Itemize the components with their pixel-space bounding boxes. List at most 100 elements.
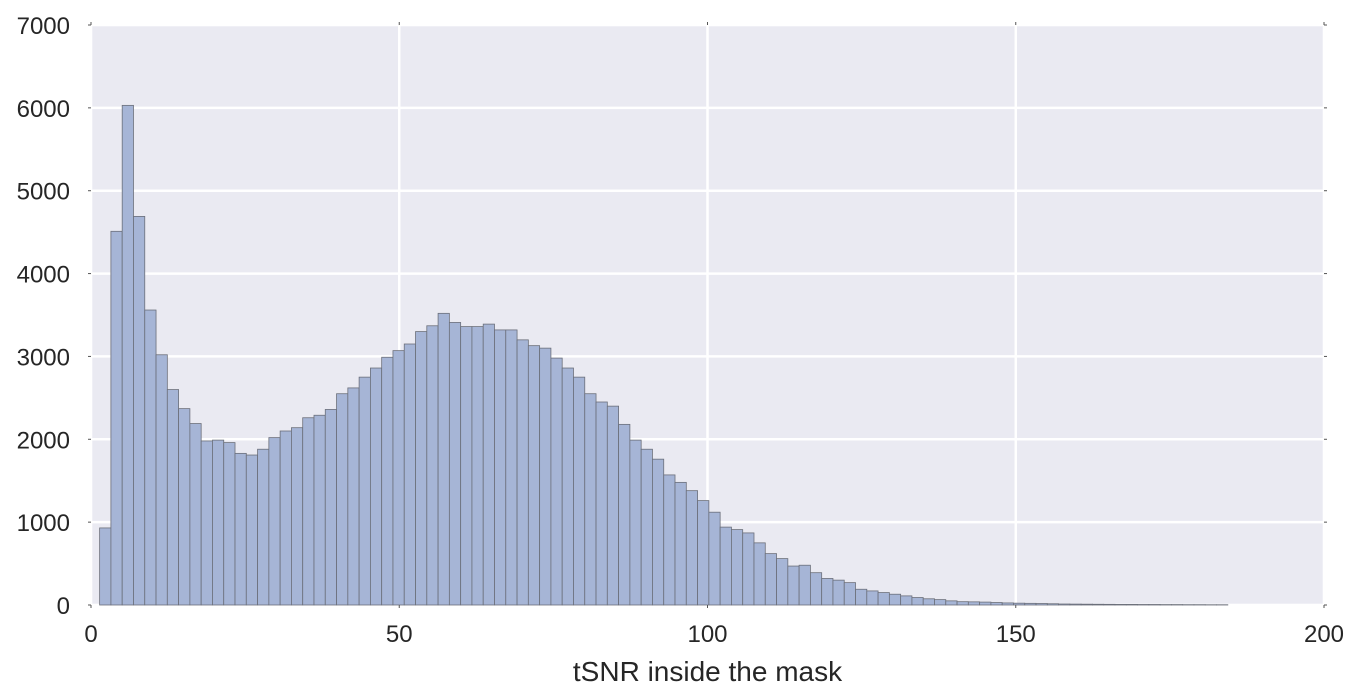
histogram-bar (584, 393, 597, 606)
histogram-bar (866, 590, 879, 606)
histogram-bar (697, 500, 710, 606)
histogram-bar (291, 427, 304, 606)
x-tick-label: 50 (386, 621, 413, 648)
histogram-bar (1069, 603, 1082, 606)
histogram-bar (223, 442, 236, 606)
y-tick-label: 5000 (17, 179, 70, 206)
histogram-bars (99, 104, 1229, 606)
histogram-bar (888, 593, 902, 606)
histogram-bar (832, 579, 845, 606)
histogram-bar (787, 565, 800, 606)
histogram-bar (1001, 602, 1014, 606)
histogram-bar (640, 448, 653, 606)
y-tick-label: 4000 (17, 262, 70, 289)
histogram-bar (855, 588, 868, 606)
histogram-bar (1103, 603, 1116, 606)
histogram-bar (606, 405, 620, 606)
x-tick-label: 100 (687, 621, 727, 648)
x-tick-label: 0 (84, 621, 97, 648)
histogram-bar (189, 423, 202, 606)
histogram-bar (245, 454, 258, 606)
histogram-bar (144, 309, 157, 606)
histogram-bar (110, 230, 123, 606)
histogram-bar (708, 511, 721, 606)
histogram-bar (257, 448, 270, 606)
histogram-bar (471, 326, 484, 606)
histogram-bar (166, 389, 180, 606)
histogram-bar (415, 331, 428, 606)
histogram-bar (550, 357, 563, 606)
histogram-bar (1013, 602, 1026, 606)
histogram-bar (821, 578, 834, 606)
histogram-bar (539, 347, 552, 606)
histogram-bar (618, 423, 631, 606)
histogram-bar (482, 323, 495, 606)
histogram-bar (742, 532, 755, 606)
histogram-bar (381, 356, 394, 606)
histogram-bar (934, 599, 947, 606)
histogram-bar (234, 452, 247, 606)
histogram-bar (629, 439, 642, 606)
histogram-bar (133, 215, 146, 606)
histogram-bar (200, 440, 213, 606)
histogram-bar (358, 376, 371, 606)
histogram-bar (460, 326, 473, 606)
histogram-bar (448, 322, 462, 606)
y-tick-label: 0 (57, 593, 70, 620)
y-tick-label: 6000 (17, 96, 70, 123)
histogram-bar (268, 437, 281, 606)
histogram-bar (967, 601, 981, 606)
histogram-bar (1035, 603, 1048, 606)
histogram-bar (798, 564, 811, 606)
histogram-bar (426, 325, 439, 606)
histogram-bar (990, 602, 1003, 606)
axis-ticks: 0 1000 2000 3000 4000 5000 6000 7000 0 50 100 150 20… (17, 13, 1344, 648)
histogram-bar (843, 582, 856, 606)
histogram-bar (1125, 604, 1138, 606)
histogram-bar (922, 598, 935, 606)
histogram-bar (956, 601, 969, 606)
x-tick-label: 150 (996, 621, 1036, 648)
histogram-bar (505, 329, 518, 606)
histogram-bar (776, 558, 789, 606)
histogram-bar (392, 350, 405, 606)
histogram-bar (403, 343, 416, 606)
histogram-bar (900, 595, 913, 606)
y-tick-label: 2000 (17, 427, 70, 454)
histogram-bar (753, 542, 766, 606)
histogram-bar (302, 417, 315, 606)
histogram-bar (595, 401, 608, 606)
histogram-bar (1092, 603, 1105, 606)
histogram-bar (561, 367, 574, 606)
histogram-bar (731, 529, 744, 606)
x-axis-label: tSNR inside the mask (573, 656, 843, 686)
histogram-bar (437, 312, 450, 606)
histogram-bar (573, 376, 586, 606)
histogram-bar (313, 414, 326, 606)
histogram-bar (945, 600, 958, 606)
histogram-bar (685, 490, 698, 606)
x-tick-label: 200 (1304, 621, 1344, 648)
histogram-bar (99, 527, 112, 606)
histogram-bar (719, 526, 732, 606)
histogram-bar (674, 481, 687, 606)
histogram-bar (324, 409, 337, 606)
histogram-bar (279, 430, 292, 606)
histogram-bar (1114, 604, 1127, 606)
y-tick-label: 1000 (17, 510, 70, 537)
histogram-bar (336, 393, 349, 606)
y-tick-label: 3000 (17, 344, 70, 371)
histogram-bar (809, 572, 823, 606)
histogram-bar (516, 339, 529, 606)
histogram-bar (212, 439, 225, 606)
histogram-bar (979, 601, 992, 606)
histogram-bar (1046, 603, 1059, 606)
histogram-bar (1024, 602, 1037, 606)
histogram-bar (1080, 603, 1093, 606)
histogram-bar (494, 329, 507, 606)
histogram-bar (764, 553, 777, 606)
histogram-bar (121, 104, 134, 606)
histogram-bar (527, 345, 541, 606)
histogram-bar (1058, 603, 1071, 606)
